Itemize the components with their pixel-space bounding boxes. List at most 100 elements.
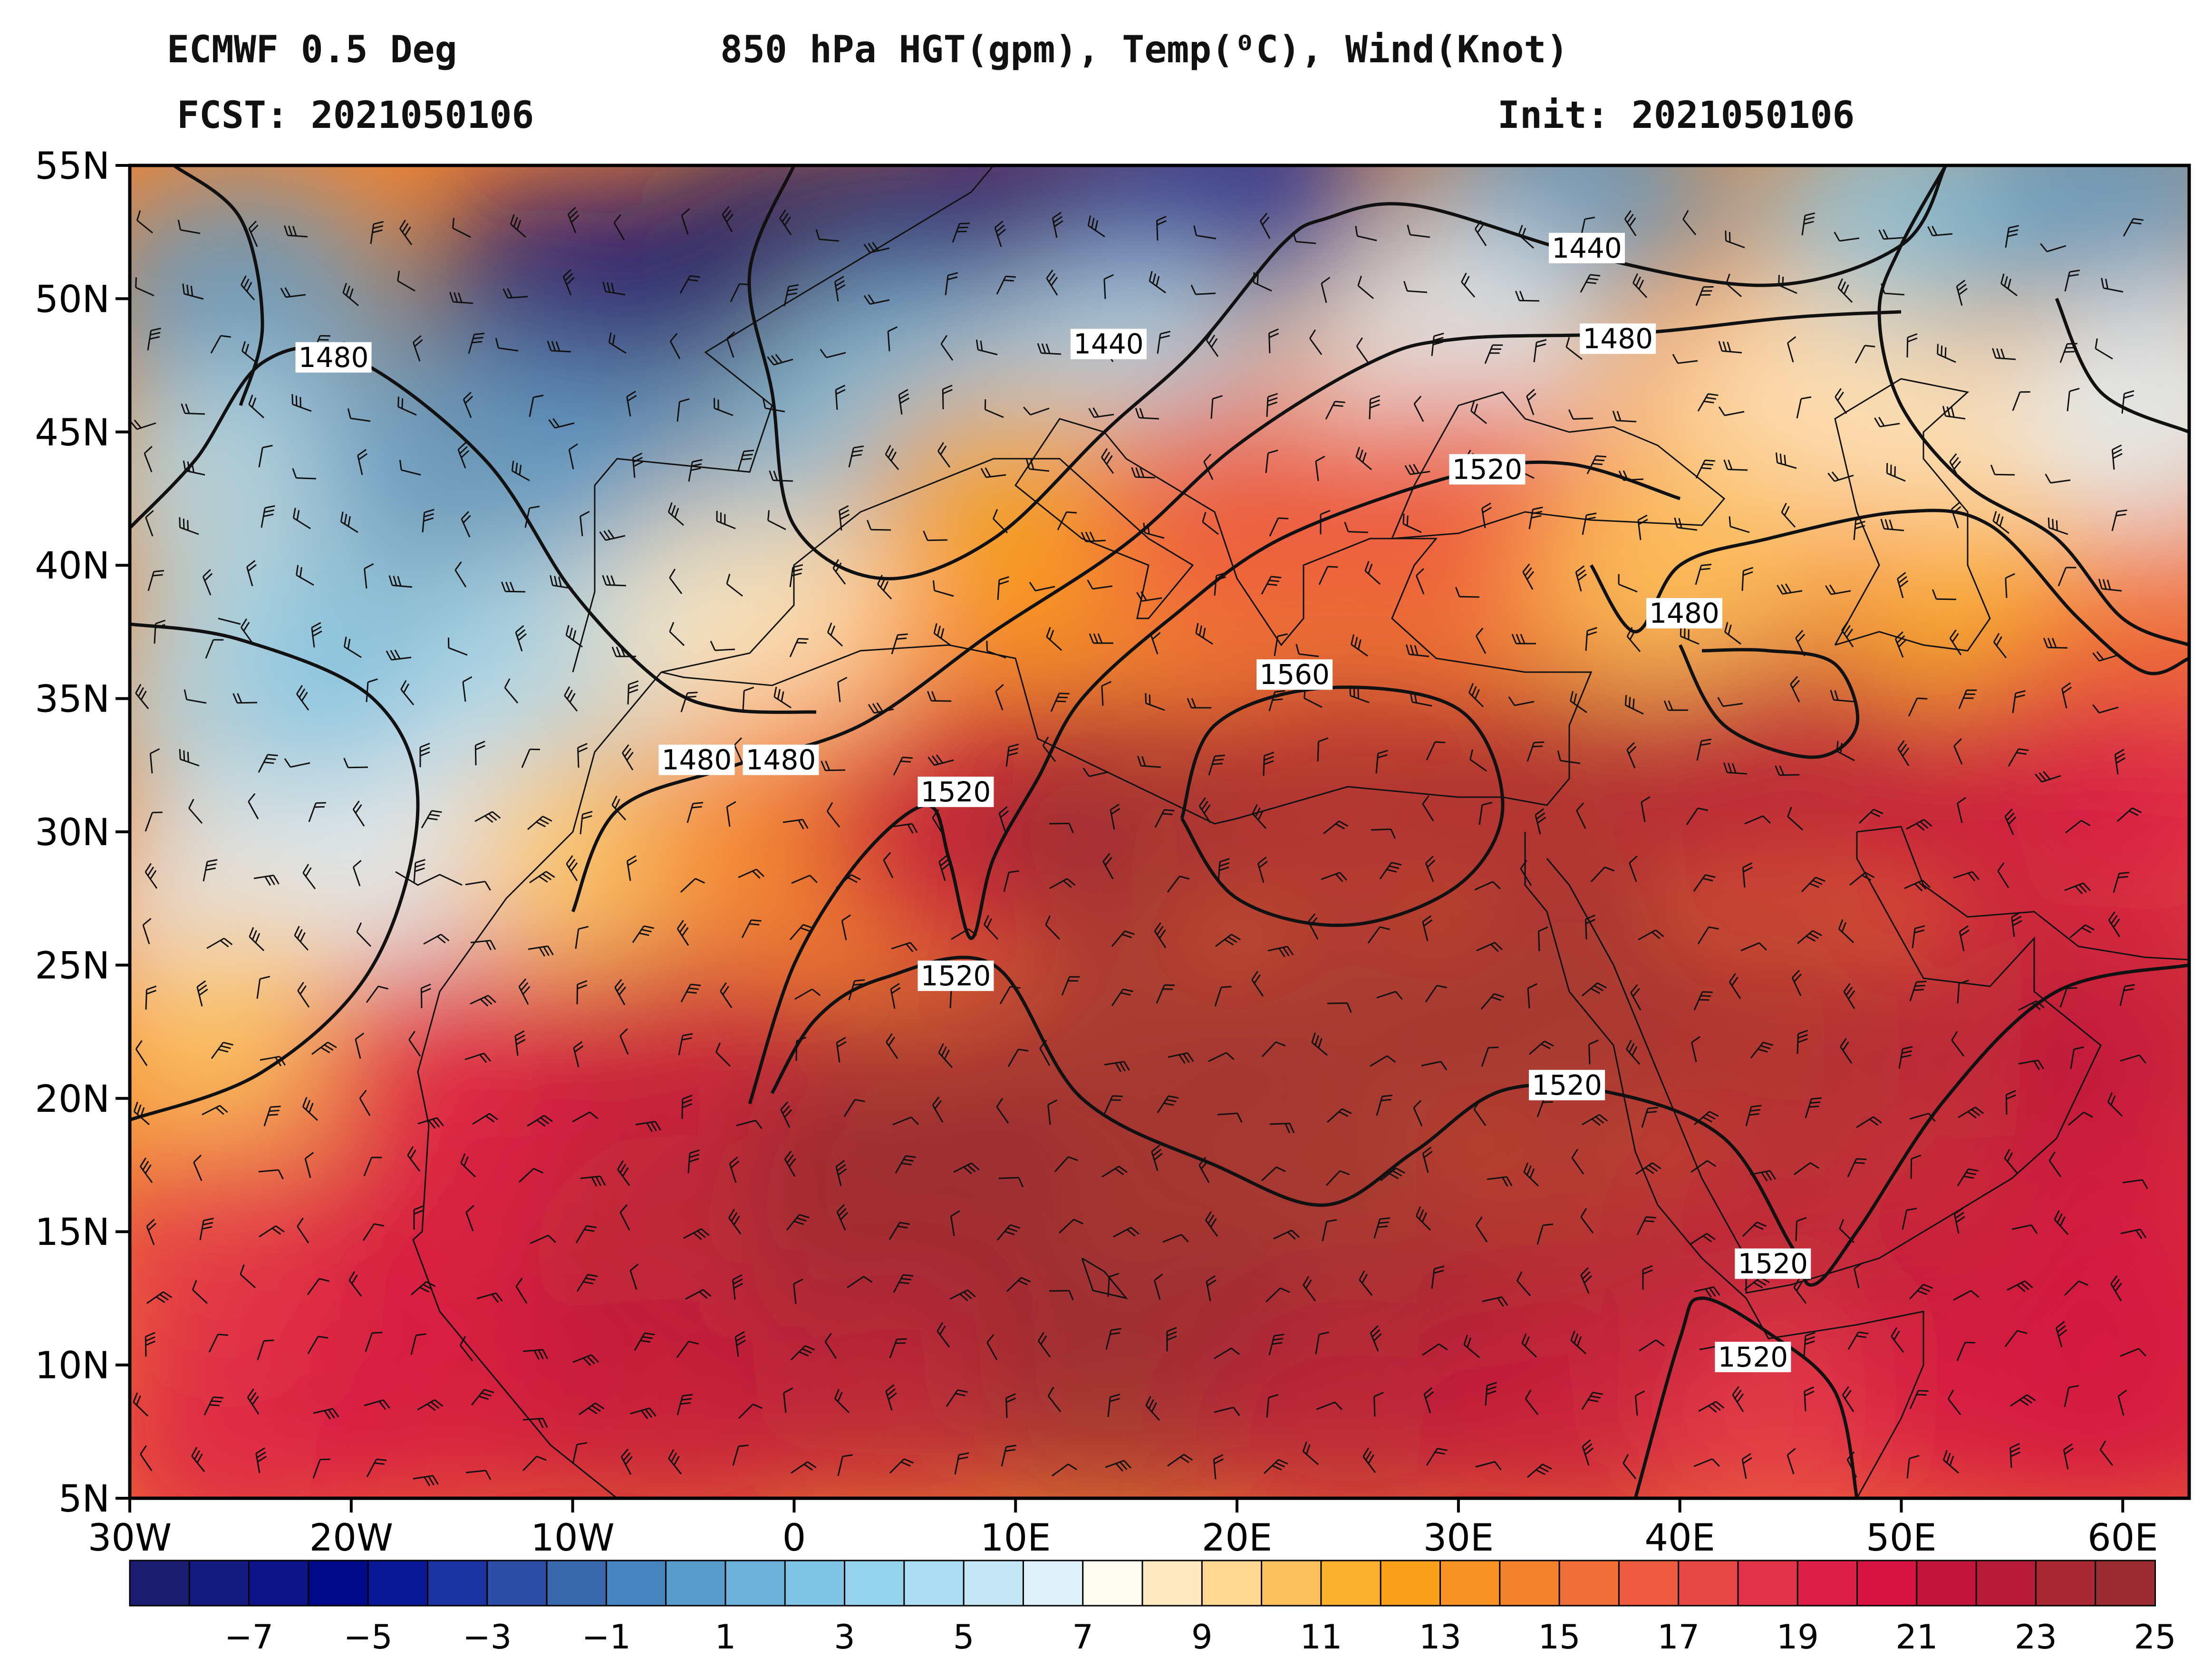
wind-barb: [1047, 1099, 1058, 1125]
wind-barb: [206, 937, 233, 949]
wind-barb: [937, 442, 951, 468]
temperature-patch: [1638, 921, 1943, 1169]
wind-barb: [352, 860, 362, 886]
wind-barb: [548, 418, 575, 429]
wind-barb: [927, 754, 954, 766]
wind-barb: [370, 221, 384, 244]
wind-barb: [1693, 991, 1713, 1011]
wind-barb: [1487, 1176, 1513, 1187]
wind-barb: [1801, 212, 1816, 236]
wind-barb: [146, 1219, 156, 1245]
wind-barb: [133, 1392, 149, 1417]
colorbar-swatch: [1856, 1560, 1918, 1607]
wind-barb: [1269, 1123, 1295, 1134]
wind-barb: [454, 561, 467, 588]
colorbar-swatch: [605, 1560, 667, 1607]
wind-barb: [135, 1040, 148, 1066]
wind-barb: [420, 983, 431, 1009]
wind-barb: [2122, 1179, 2148, 1189]
wind-barb: [1695, 286, 1714, 306]
contour-label-bg: [1256, 659, 1333, 690]
wind-barb: [726, 801, 736, 827]
wind-barb: [1953, 1207, 1965, 1234]
wind-barb: [179, 749, 200, 767]
wind-barb: [994, 221, 1006, 247]
wind-barb: [1718, 341, 1742, 354]
contour-label: 1560: [1256, 658, 1333, 691]
wind-barb: [998, 1177, 1024, 1187]
wind-barb: [1476, 942, 1503, 952]
wind-barb: [1154, 809, 1175, 828]
wind-barb: [980, 467, 1006, 478]
colorbar-swatch: [1678, 1560, 1739, 1607]
contour-1520: [1633, 1296, 1859, 1498]
wind-barb: [2012, 391, 2030, 411]
wind-barb: [145, 1332, 156, 1357]
y-tick-label: 50N: [35, 278, 110, 321]
wind-barb: [836, 1204, 849, 1231]
wind-barb: [464, 1052, 491, 1063]
wind-barb: [1210, 395, 1223, 419]
wind-barb: [1111, 930, 1135, 947]
contour-1440: [173, 165, 264, 406]
wind-barb: [1266, 393, 1278, 417]
wind-barb: [366, 985, 388, 1003]
wind-barb: [199, 1217, 214, 1241]
wind-barb: [413, 859, 425, 883]
wind-barb: [1154, 922, 1167, 948]
wind-barb: [2004, 1149, 2019, 1174]
wind-barb: [1951, 1031, 1965, 1057]
wind-barb: [1422, 1147, 1433, 1173]
wind-barb: [1855, 345, 1875, 364]
wind-barb: [1475, 627, 1487, 654]
wind-barb: [685, 1289, 712, 1300]
wind-barb: [1206, 1275, 1217, 1301]
wind-barb: [949, 1289, 976, 1301]
wind-barb: [942, 385, 953, 410]
wind-barb: [713, 398, 734, 416]
wind-barb: [258, 754, 278, 773]
x-tick-label: 60E: [2087, 1517, 2158, 1560]
wind-barb: [769, 470, 793, 482]
wind-barb: [1741, 567, 1754, 591]
wind-barb: [933, 623, 951, 646]
wind-barb: [564, 686, 578, 712]
wind-barb: [292, 508, 311, 530]
wind-barb: [1837, 278, 1853, 303]
wind-barb: [1590, 866, 1615, 883]
wind-barb: [1415, 1206, 1431, 1231]
wind-barb: [133, 1101, 150, 1126]
wind-barb: [1047, 1387, 1062, 1412]
wind-barb: [950, 1210, 960, 1236]
wind-barb: [2117, 1389, 2127, 1416]
wind-barb: [1087, 215, 1105, 238]
contour-label-bg: [1715, 1341, 1791, 1372]
wind-barb: [203, 859, 218, 882]
temperature-patch: [531, 1294, 836, 1498]
wind-barb: [2110, 1275, 2122, 1301]
wind-barb: [1909, 1390, 1929, 1409]
contour-label-text: 1440: [1073, 328, 1144, 360]
wind-barb: [886, 1033, 898, 1059]
colorbar-label: 3: [834, 1618, 855, 1657]
wind-barb: [413, 1205, 424, 1230]
wind-barb: [1582, 1114, 1608, 1126]
contour-label: 1480: [1580, 323, 1656, 355]
wind-barb: [1054, 1156, 1078, 1173]
wind-barb: [1717, 697, 1743, 707]
wind-barb: [580, 1176, 606, 1187]
temperature-patch: [2015, 681, 2189, 929]
wind-barb: [247, 1388, 260, 1415]
wind-barb: [1522, 563, 1535, 590]
colorbar-swatch: [1022, 1560, 1084, 1607]
wind-barb: [1956, 1341, 1975, 1361]
wind-barb: [837, 676, 848, 703]
wind-barb: [1157, 1095, 1179, 1113]
wind-barb: [997, 576, 1009, 600]
contour-label-bg: [1529, 1070, 1605, 1100]
temperature-patch: [2015, 1294, 2189, 1498]
contour-label-bg: [1646, 598, 1722, 629]
wind-barb: [635, 1120, 661, 1132]
wind-barb: [342, 283, 359, 307]
wind-barb: [1942, 405, 1966, 420]
